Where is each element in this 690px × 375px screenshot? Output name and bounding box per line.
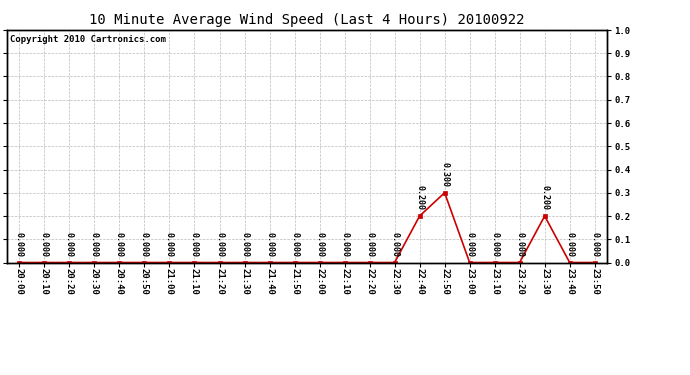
Text: 0.300: 0.300 [440, 162, 449, 187]
Text: 0.000: 0.000 [590, 232, 599, 257]
Text: 0.200: 0.200 [415, 186, 424, 210]
Text: 0.000: 0.000 [390, 232, 399, 257]
Title: 10 Minute Average Wind Speed (Last 4 Hours) 20100922: 10 Minute Average Wind Speed (Last 4 Hou… [89, 13, 525, 27]
Text: 0.000: 0.000 [165, 232, 174, 257]
Text: 0.000: 0.000 [515, 232, 524, 257]
Text: 0.000: 0.000 [190, 232, 199, 257]
Text: Copyright 2010 Cartronics.com: Copyright 2010 Cartronics.com [10, 34, 166, 44]
Text: 0.000: 0.000 [140, 232, 149, 257]
Text: 0.000: 0.000 [65, 232, 74, 257]
Text: 0.000: 0.000 [340, 232, 349, 257]
Text: 0.000: 0.000 [240, 232, 249, 257]
Text: 0.000: 0.000 [565, 232, 574, 257]
Text: 0.000: 0.000 [40, 232, 49, 257]
Text: 0.000: 0.000 [490, 232, 499, 257]
Text: 0.000: 0.000 [215, 232, 224, 257]
Text: 0.000: 0.000 [465, 232, 474, 257]
Text: 0.000: 0.000 [265, 232, 274, 257]
Text: 0.000: 0.000 [90, 232, 99, 257]
Text: 0.000: 0.000 [315, 232, 324, 257]
Text: 0.000: 0.000 [290, 232, 299, 257]
Text: 0.000: 0.000 [15, 232, 24, 257]
Text: 0.200: 0.200 [540, 186, 549, 210]
Text: 0.000: 0.000 [115, 232, 124, 257]
Text: 0.000: 0.000 [365, 232, 374, 257]
